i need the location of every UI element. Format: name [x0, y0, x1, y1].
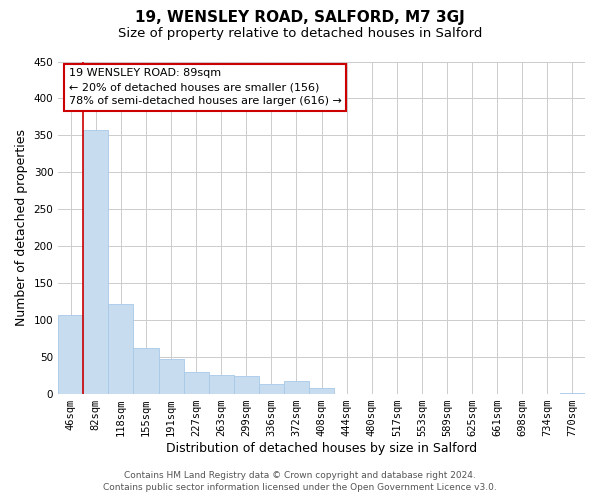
Bar: [133, 348, 158, 394]
Text: 19 WENSLEY ROAD: 89sqm
← 20% of detached houses are smaller (156)
78% of semi-de: 19 WENSLEY ROAD: 89sqm ← 20% of detached…: [69, 68, 341, 106]
Text: Size of property relative to detached houses in Salford: Size of property relative to detached ho…: [118, 28, 482, 40]
Bar: [209, 375, 234, 394]
Bar: [560, 392, 585, 394]
Bar: [158, 358, 184, 394]
Bar: [284, 381, 309, 394]
X-axis label: Distribution of detached houses by size in Salford: Distribution of detached houses by size …: [166, 442, 477, 455]
Text: Contains HM Land Registry data © Crown copyright and database right 2024.
Contai: Contains HM Land Registry data © Crown c…: [103, 471, 497, 492]
Bar: [184, 372, 209, 394]
Bar: [309, 388, 334, 394]
Bar: [83, 130, 109, 394]
Bar: [58, 315, 83, 394]
Bar: [234, 376, 259, 394]
Text: 19, WENSLEY ROAD, SALFORD, M7 3GJ: 19, WENSLEY ROAD, SALFORD, M7 3GJ: [135, 10, 465, 25]
Y-axis label: Number of detached properties: Number of detached properties: [15, 130, 28, 326]
Bar: [109, 304, 133, 394]
Bar: [259, 384, 284, 394]
